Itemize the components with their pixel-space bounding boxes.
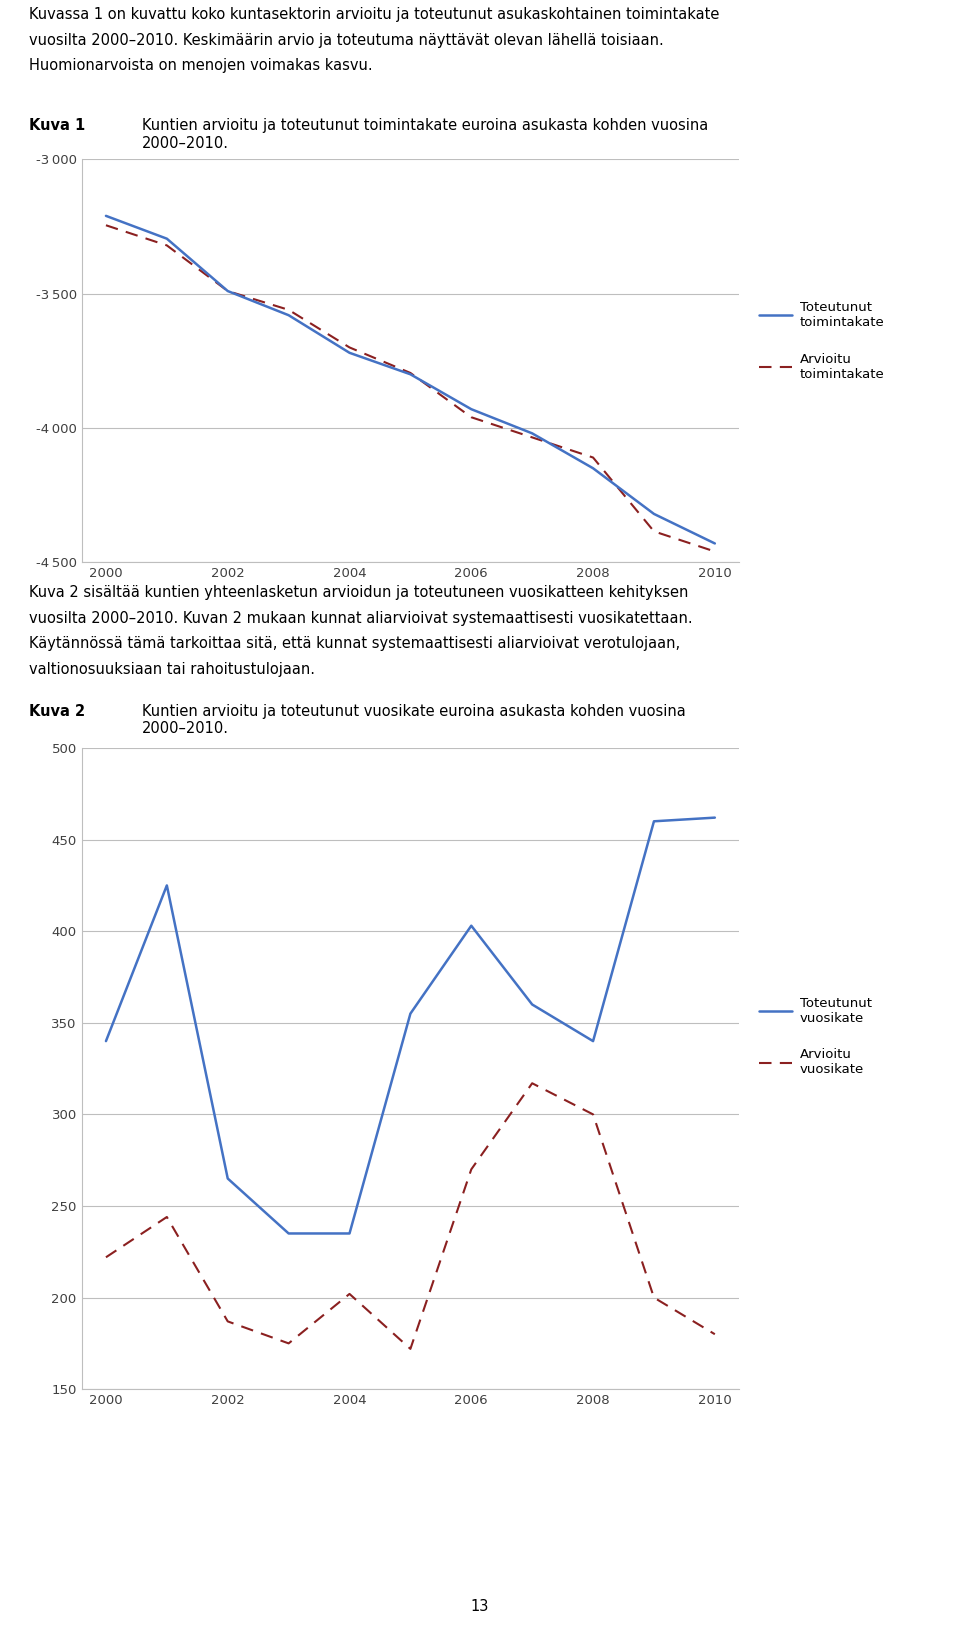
Arvioitu
toimintakate: [222, 281, 233, 301]
Text: valtionosuuksiaan tai rahoitustulojaan.: valtionosuuksiaan tai rahoitustulojaan.: [29, 661, 315, 677]
Toteutunut
vuosikate: [648, 812, 660, 832]
Toteutunut
vuosikate: [466, 916, 477, 935]
Arvioitu
toimintakate: [588, 447, 599, 467]
Toteutunut
toimintakate: [344, 344, 355, 363]
Toteutunut
toimintakate: [526, 424, 538, 444]
Arvioitu
vuosikate: [161, 1207, 173, 1226]
Legend: Toteutunut
toimintakate, Arvioitu
toimintakate: Toteutunut toimintakate, Arvioitu toimin…: [759, 301, 884, 381]
Toteutunut
toimintakate: [466, 399, 477, 419]
Toteutunut
toimintakate: [283, 306, 295, 326]
Legend: Toteutunut
vuosikate, Arvioitu
vuosikate: Toteutunut vuosikate, Arvioitu vuosikate: [759, 996, 872, 1077]
Text: vuosilta 2000–2010. Keskimäärin arvio ja toteutuma näyttävät olevan lähellä tois: vuosilta 2000–2010. Keskimäärin arvio ja…: [29, 33, 663, 48]
Toteutunut
vuosikate: [404, 1004, 416, 1024]
Arvioitu
toimintakate: [466, 408, 477, 427]
Toteutunut
vuosikate: [526, 995, 538, 1014]
Arvioitu
toimintakate: [344, 337, 355, 357]
Text: 13: 13: [470, 1600, 490, 1614]
Arvioitu
vuosikate: [526, 1074, 538, 1093]
Toteutunut
toimintakate: [648, 505, 660, 524]
Text: Kuva 2 sisältää kuntien yhteenlasketun arvioidun ja toteutuneen vuosikatteen keh: Kuva 2 sisältää kuntien yhteenlasketun a…: [29, 585, 688, 600]
Text: Kuva 2: Kuva 2: [29, 704, 84, 718]
Text: Kuvassa 1 on kuvattu koko kuntasektorin arvioitu ja toteutunut asukaskohtainen t: Kuvassa 1 on kuvattu koko kuntasektorin …: [29, 7, 719, 23]
Text: vuosilta 2000–2010. Kuvan 2 mukaan kunnat aliarvioivat systemaattisesti vuosikat: vuosilta 2000–2010. Kuvan 2 mukaan kunna…: [29, 612, 692, 626]
Text: Käytännössä tämä tarkoittaa sitä, että kunnat systemaattisesti aliarvioivat vero: Käytännössä tämä tarkoittaa sitä, että k…: [29, 636, 680, 651]
Toteutunut
vuosikate: [222, 1169, 233, 1189]
Toteutunut
vuosikate: [588, 1031, 599, 1051]
Text: Huomionarvoista on menojen voimakas kasvu.: Huomionarvoista on menojen voimakas kasv…: [29, 59, 372, 74]
Arvioitu
vuosikate: [283, 1333, 295, 1353]
Arvioitu
toimintakate: [648, 521, 660, 541]
Arvioitu
vuosikate: [648, 1287, 660, 1307]
Arvioitu
vuosikate: [466, 1159, 477, 1179]
Toteutunut
vuosikate: [100, 1031, 111, 1051]
Arvioitu
vuosikate: [709, 1325, 721, 1345]
Arvioitu
vuosikate: [222, 1312, 233, 1332]
Arvioitu
toimintakate: [100, 215, 111, 235]
Toteutunut
vuosikate: [161, 876, 173, 896]
Toteutunut
toimintakate: [222, 281, 233, 301]
Arvioitu
toimintakate: [404, 363, 416, 383]
Line: Arvioitu
vuosikate: Arvioitu vuosikate: [106, 1083, 715, 1348]
Toteutunut
vuosikate: [344, 1223, 355, 1243]
Arvioitu
toimintakate: [161, 235, 173, 255]
Line: Toteutunut
vuosikate: Toteutunut vuosikate: [106, 817, 715, 1233]
Toteutunut
toimintakate: [161, 229, 173, 248]
Toteutunut
toimintakate: [100, 206, 111, 225]
Arvioitu
vuosikate: [404, 1338, 416, 1358]
Arvioitu
toimintakate: [709, 541, 721, 561]
Arvioitu
vuosikate: [588, 1105, 599, 1124]
Toteutunut
toimintakate: [588, 459, 599, 478]
Line: Arvioitu
toimintakate: Arvioitu toimintakate: [106, 225, 715, 551]
Arvioitu
toimintakate: [526, 427, 538, 447]
Toteutunut
toimintakate: [709, 534, 721, 554]
Arvioitu
toimintakate: [283, 299, 295, 319]
Text: Kuva 1: Kuva 1: [29, 118, 85, 133]
Text: Kuntien arvioitu ja toteutunut toimintakate euroina asukasta kohden vuosina
2000: Kuntien arvioitu ja toteutunut toimintak…: [142, 118, 708, 151]
Toteutunut
toimintakate: [404, 365, 416, 385]
Line: Toteutunut
toimintakate: Toteutunut toimintakate: [106, 215, 715, 544]
Text: Kuntien arvioitu ja toteutunut vuosikate euroina asukasta kohden vuosina
2000–20: Kuntien arvioitu ja toteutunut vuosikate…: [142, 704, 685, 737]
Toteutunut
vuosikate: [283, 1223, 295, 1243]
Toteutunut
vuosikate: [709, 807, 721, 827]
Arvioitu
vuosikate: [344, 1284, 355, 1304]
Arvioitu
vuosikate: [100, 1248, 111, 1268]
